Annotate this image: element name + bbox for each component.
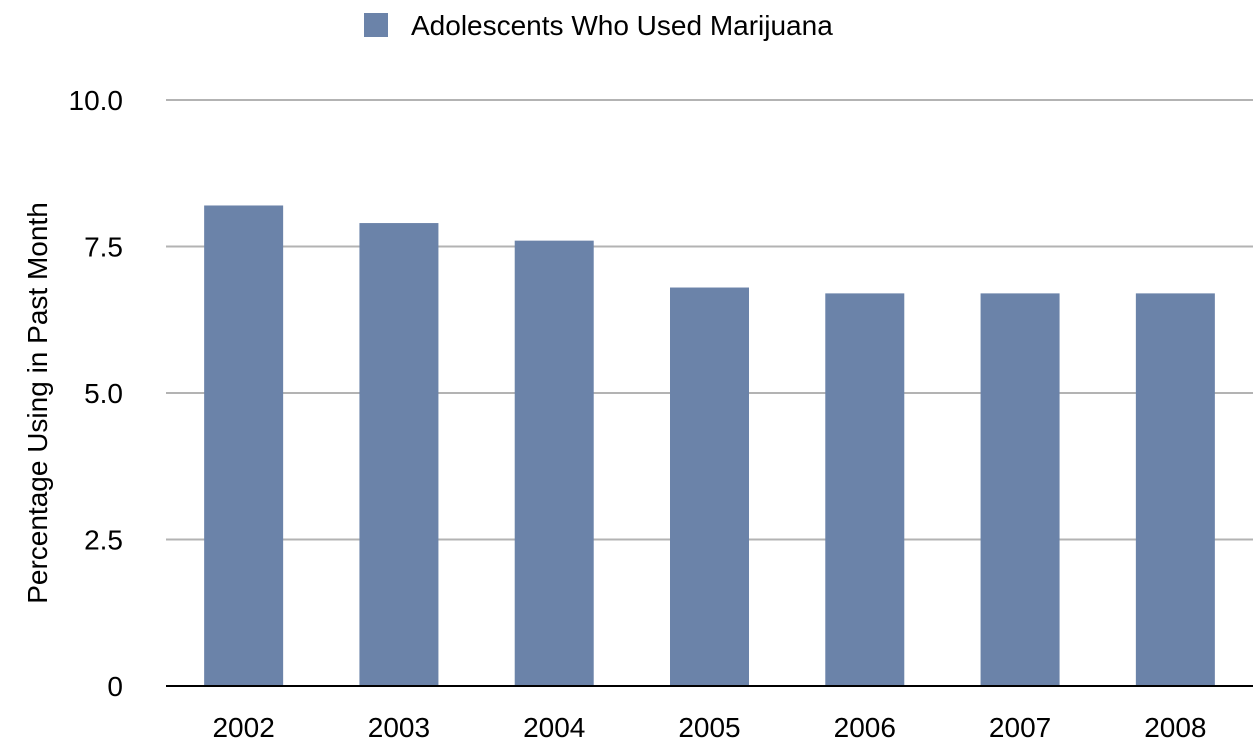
bar-2005 [670, 287, 749, 686]
y-tick-label: 0 [107, 671, 123, 702]
legend-swatch [364, 13, 388, 37]
bar-2006 [825, 293, 905, 686]
bar-2007 [980, 293, 1060, 686]
bar-2008 [1135, 293, 1215, 686]
y-axis-ticks: 0 2.5 5.0 7.5 10.0 [69, 85, 124, 702]
legend: Adolescents Who Used Marijuana [364, 10, 833, 41]
y-tick-label: 7.5 [84, 232, 123, 263]
x-tick-label: 2003 [368, 712, 430, 743]
y-axis-title: Percentage Using in Past Month [22, 202, 53, 604]
y-tick-label: 10.0 [69, 85, 124, 116]
legend-label: Adolescents Who Used Marijuana [411, 10, 833, 41]
y-tick-label: 5.0 [84, 378, 123, 409]
x-tick-label: 2005 [678, 712, 740, 743]
x-tick-label: 2006 [834, 712, 896, 743]
bar-2003 [359, 223, 439, 686]
x-tick-label: 2007 [989, 712, 1051, 743]
x-axis-ticks: 2002 2003 2004 2005 2006 2007 2008 [212, 712, 1206, 743]
x-tick-label: 2002 [212, 712, 274, 743]
bar-2004 [514, 240, 594, 686]
x-tick-label: 2004 [523, 712, 585, 743]
x-tick-label: 2008 [1144, 712, 1206, 743]
bar-2002 [204, 205, 284, 687]
bars [204, 205, 1215, 687]
y-tick-label: 2.5 [84, 525, 123, 556]
